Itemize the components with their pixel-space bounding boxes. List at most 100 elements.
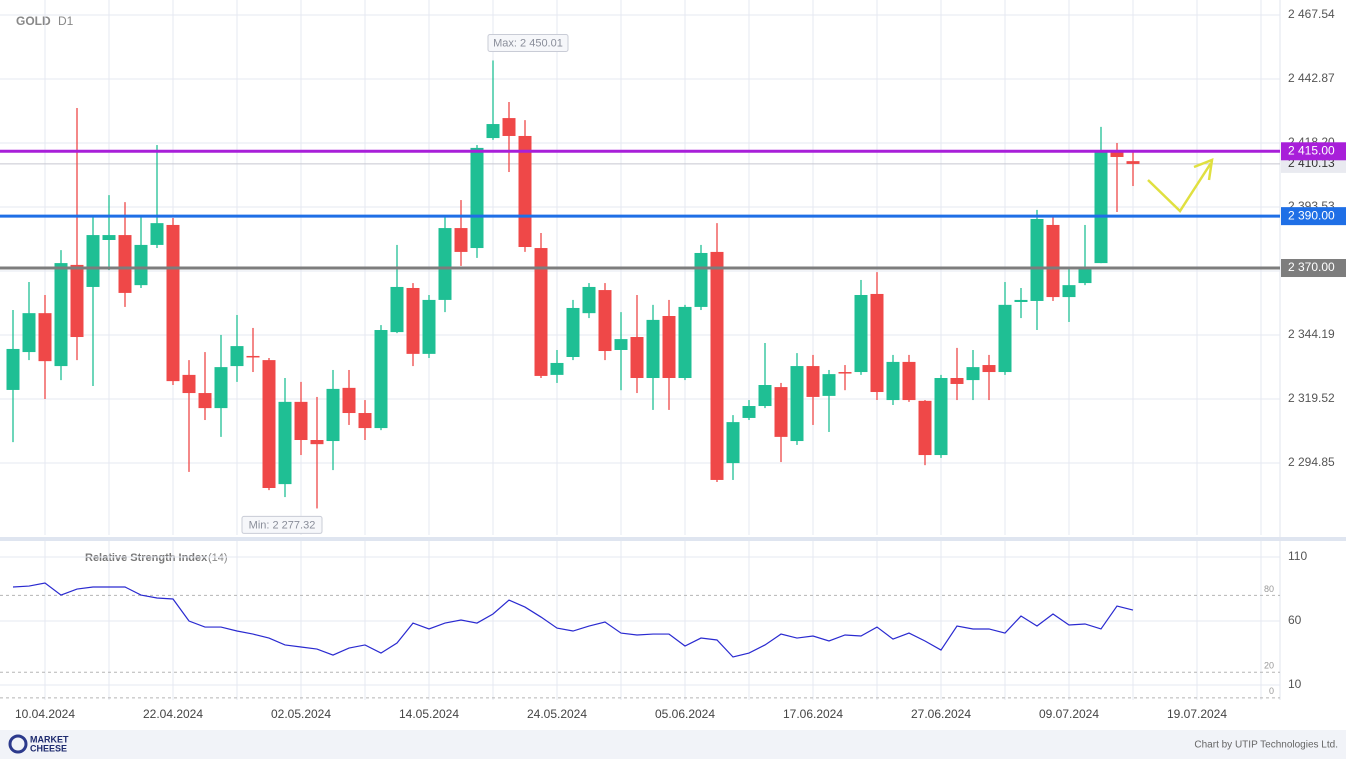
annotation-box <box>241 515 323 534</box>
candle-body <box>918 400 932 456</box>
annotation-label: Max: 2 450.01 <box>493 37 563 49</box>
candle-body <box>86 235 100 287</box>
candle-body <box>342 387 356 414</box>
candle-body <box>22 313 36 353</box>
level-label: 2 370.00 <box>1288 260 1335 274</box>
candle-body <box>1030 218 1044 301</box>
candle-body <box>38 313 52 362</box>
candle-body <box>1094 152 1108 264</box>
x-tick-label: 09.07.2024 <box>1039 707 1099 721</box>
brand-line-1: MARKET <box>30 734 69 744</box>
candle-body <box>614 339 628 350</box>
candle-body <box>214 367 228 409</box>
y-tick-label: 2 442.87 <box>1288 71 1335 85</box>
candle-body <box>710 251 724 480</box>
candle-body <box>102 235 116 240</box>
candle-body <box>902 361 916 401</box>
candle-body <box>1126 161 1140 164</box>
symbol: GOLD <box>16 14 51 28</box>
candle-body <box>518 135 532 248</box>
indicator-period: (14) <box>208 552 228 564</box>
level-badge <box>1281 207 1346 226</box>
candle-body <box>278 401 292 485</box>
candle-body <box>694 252 708 307</box>
candle-body <box>246 355 260 358</box>
rsi-tick-label: 60 <box>1288 613 1302 627</box>
candle-body <box>374 330 388 429</box>
y-tick-label: 2 294.85 <box>1288 455 1335 469</box>
candle-body <box>486 124 500 139</box>
annotation-label: Min: 2 277.32 <box>249 519 316 531</box>
indicator-title: Relative Strength Index <box>85 552 208 564</box>
candle-body <box>854 294 868 373</box>
candle-body <box>774 387 788 437</box>
candle-body <box>182 374 196 394</box>
x-tick-label: 10.04.2024 <box>15 707 75 721</box>
candle-body <box>1046 224 1060 298</box>
candle-body <box>502 118 516 136</box>
candle-body <box>630 337 644 379</box>
level-label: 2 390.00 <box>1288 208 1335 222</box>
rsi-tick-label: 110 <box>1288 549 1307 563</box>
y-tick-label: 2 344.19 <box>1288 327 1335 341</box>
x-tick-label: 19.07.2024 <box>1167 707 1227 721</box>
y-tick-label: 2 467.54 <box>1288 7 1335 21</box>
timeframe: D1 <box>58 14 74 28</box>
candle-body <box>326 388 340 442</box>
candle-body <box>678 306 692 379</box>
x-tick-label: 05.06.2024 <box>655 707 715 721</box>
candle-body <box>294 401 308 441</box>
candle-body <box>758 385 772 407</box>
candle-body <box>966 367 980 381</box>
candle-body <box>406 287 420 354</box>
candle-body <box>198 393 212 409</box>
candle-body <box>566 307 580 357</box>
candle-body <box>790 366 804 442</box>
candle-body <box>70 264 84 338</box>
level-badge <box>1281 142 1346 161</box>
rsi-level-label: 80 <box>1264 584 1274 594</box>
rsi-level-label: 20 <box>1264 661 1274 671</box>
credit: Chart by UTIP Technologies Ltd. <box>1194 740 1338 751</box>
candle-body <box>646 319 660 379</box>
level-label: 2 415.00 <box>1288 143 1335 157</box>
candle-body <box>454 228 468 252</box>
candle-body <box>1062 285 1076 298</box>
candle-body <box>422 299 436 354</box>
candle-body <box>1014 299 1028 302</box>
x-tick-label: 24.05.2024 <box>527 707 587 721</box>
candle-body <box>150 223 164 245</box>
x-tick-label: 02.05.2024 <box>271 707 331 721</box>
candle-body <box>134 244 148 286</box>
footer-bar <box>0 730 1346 759</box>
panel-separator <box>0 537 1346 541</box>
candle-body <box>54 263 68 367</box>
candle-body <box>1110 152 1124 157</box>
candle-body <box>598 290 612 352</box>
logo-icon <box>8 734 28 754</box>
y-tick-label: 2 319.52 <box>1288 391 1335 405</box>
x-tick-label: 27.06.2024 <box>911 707 971 721</box>
candle-body <box>662 316 676 379</box>
candle-body <box>982 365 996 373</box>
candle-body <box>822 374 836 396</box>
candle-body <box>950 378 964 384</box>
candle-body <box>550 362 564 375</box>
drawn-arrow-head <box>1193 158 1214 181</box>
candle-body <box>470 147 484 249</box>
rsi-level-label: 0 <box>1269 686 1274 696</box>
candle-body <box>886 361 900 401</box>
brand-line-2: CHEESE <box>30 743 67 753</box>
candle-body <box>534 248 548 376</box>
x-tick-label: 17.06.2024 <box>783 707 843 721</box>
candle-body <box>582 286 596 314</box>
drawn-arrow <box>1147 162 1213 213</box>
candle-body <box>838 372 852 374</box>
annotation-box <box>487 33 569 52</box>
candle-body <box>390 286 404 333</box>
candle-body <box>726 422 740 464</box>
rsi-line <box>12 582 1134 658</box>
